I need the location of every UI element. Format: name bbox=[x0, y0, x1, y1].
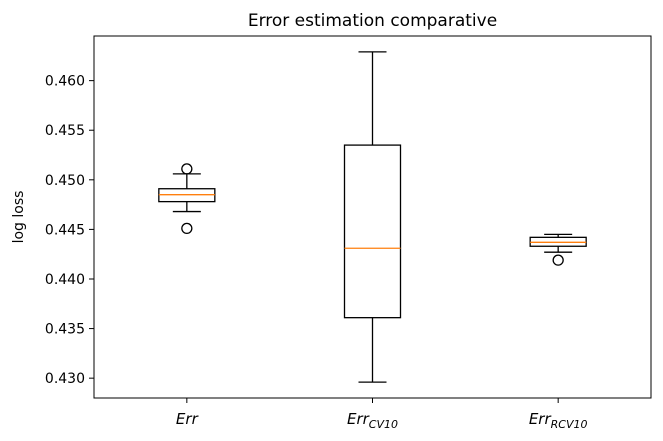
y-tick-label: 0.450 bbox=[45, 173, 85, 189]
y-tick-label: 0.440 bbox=[45, 272, 85, 288]
box-body bbox=[343, 144, 402, 319]
chart-title: Error estimation comparative bbox=[248, 11, 497, 31]
y-tick-label: 0.455 bbox=[45, 123, 85, 139]
y-tick-label: 0.445 bbox=[45, 222, 85, 238]
outlier-point bbox=[181, 222, 193, 235]
outlier-point bbox=[552, 254, 564, 266]
plot-frame bbox=[93, 35, 652, 399]
x-tick-label: Err bbox=[176, 410, 199, 428]
x-tick-label: ErrRCV10 bbox=[529, 410, 588, 431]
outlier-point bbox=[181, 163, 193, 175]
y-tick-label: 0.430 bbox=[45, 371, 85, 387]
y-tick-label: 0.435 bbox=[45, 322, 85, 338]
y-tick-label: 0.460 bbox=[45, 74, 85, 90]
plot-area: 0.430 0.435 0.440 0.445 0.450 0.455 0.460 Err Er… bbox=[45, 51, 588, 431]
x-tick-label: ErrCV10 bbox=[347, 410, 398, 431]
y-axis-label: log loss bbox=[11, 191, 27, 244]
